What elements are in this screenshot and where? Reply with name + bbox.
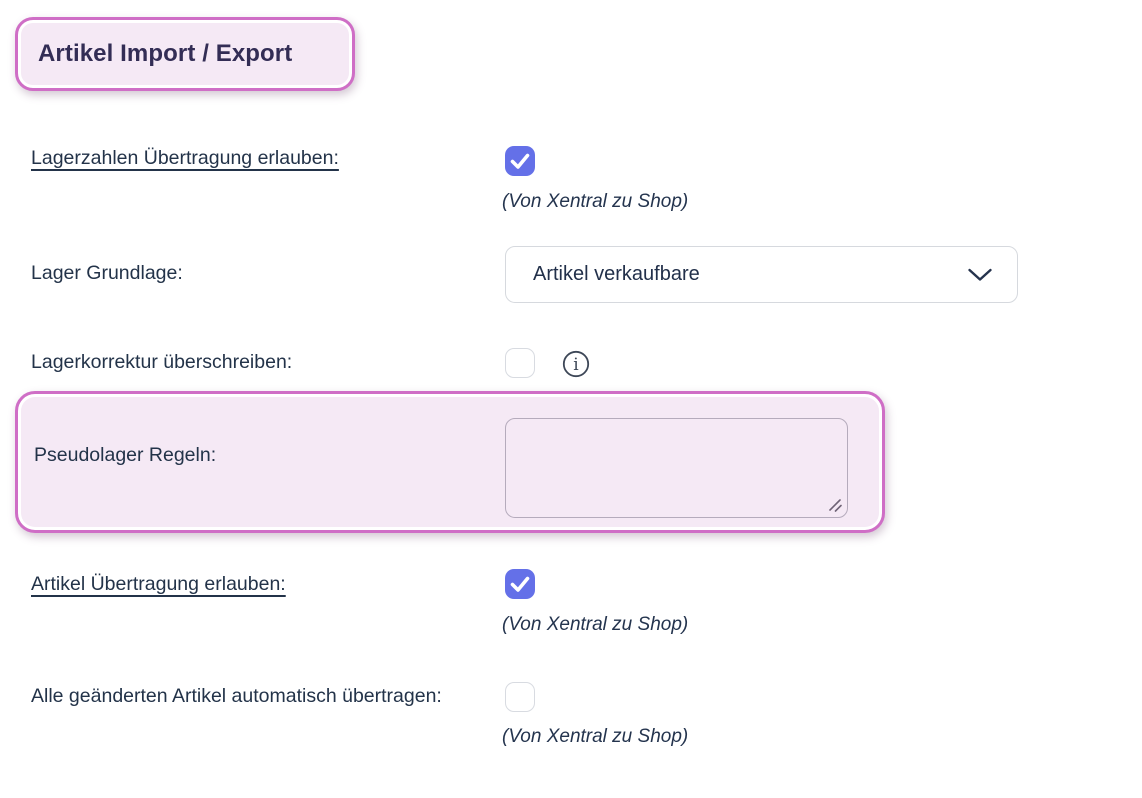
label-lager-grundlage: Lager Grundlage: [31, 262, 183, 284]
label-artikel-uebertragung-link[interactable]: Artikel Übertragung erlauben: [31, 573, 286, 595]
lager-grundlage-select[interactable]: Artikel verkaufbare [505, 246, 1018, 303]
checkbox-lagerzahlen-uebertragung[interactable] [505, 146, 535, 176]
info-icon[interactable]: i [562, 350, 590, 378]
pseudolager-regeln-textarea[interactable] [505, 418, 848, 518]
note-von-xentral-zu-shop-3: (Von Xentral zu Shop) [502, 726, 689, 747]
page-title: Artikel Import / Export [38, 40, 293, 67]
checkbox-artikel-uebertragung[interactable] [505, 569, 535, 599]
checkbox-alle-geaenderten-artikel[interactable] [505, 682, 535, 712]
label-lagerzahlen-uebertragung-link[interactable]: Lagerzahlen Übertragung erlauben: [31, 147, 339, 169]
label-lagerkorrektur-ueberschreiben: Lagerkorrektur überschreiben: [31, 351, 293, 373]
checkmark-icon [510, 153, 530, 169]
title-highlight-annotation: Artikel Import / Export [15, 17, 355, 91]
note-von-xentral-zu-shop-1: (Von Xentral zu Shop) [502, 191, 689, 212]
label-alle-geaenderten-artikel: Alle geänderten Artikel automatisch über… [31, 685, 442, 707]
svg-text:i: i [573, 355, 579, 375]
select-value: Artikel verkaufbare [533, 263, 700, 285]
chevron-down-icon [968, 268, 992, 281]
checkmark-icon [510, 576, 530, 592]
note-von-xentral-zu-shop-2: (Von Xentral zu Shop) [502, 614, 689, 635]
checkbox-lagerkorrektur-ueberschreiben[interactable] [505, 348, 535, 378]
label-pseudolager-regeln: Pseudolager Regeln: [34, 444, 217, 466]
